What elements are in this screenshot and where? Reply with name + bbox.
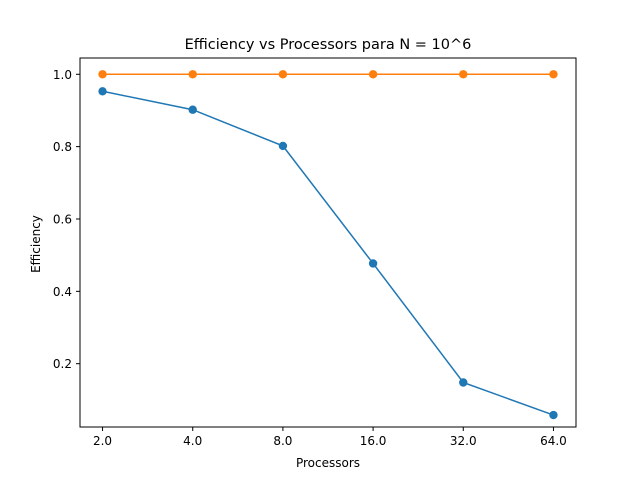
y-axis-label: Efficiency [29,215,43,273]
x-tick-label: 32.0 [450,434,477,448]
y-tick-label: 0.2 [53,357,72,371]
y-tick-label: 0.4 [53,285,72,299]
series-1-point [188,105,197,114]
x-tick-label: 4.0 [183,434,202,448]
series-1-line [102,90,554,416]
x-axis-label: Processors [296,456,360,470]
series-2-point [368,70,378,79]
series-1-point [549,410,558,420]
series-1-point [368,259,378,268]
series-2-point [459,70,468,79]
series-2-point [278,70,288,79]
series-1-point [98,87,107,96]
y-tick-label: 0.8 [53,140,72,154]
x-tick-label: 2.0 [93,434,112,448]
plot-area: 2.0 4.0 8.0 16.0 32.0 64.0 0.2 0.4 0.6 0.8 1.0 [53,57,577,448]
plot-frame [79,57,577,428]
x-tick-label: 8.0 [273,434,292,448]
chart-title: Efficiency vs Processors para N = 10^6 [185,37,472,53]
series-1-point [278,141,288,151]
series-2-point [98,70,107,79]
series-2-point [549,70,558,79]
y-tick-label: 1.0 [53,68,72,82]
x-tick-label: 16.0 [360,434,387,448]
y-tick-label: 0.6 [53,212,72,226]
x-tick-label: 64.0 [540,434,567,448]
series-2-point [188,70,197,79]
series-1-point [459,378,468,387]
